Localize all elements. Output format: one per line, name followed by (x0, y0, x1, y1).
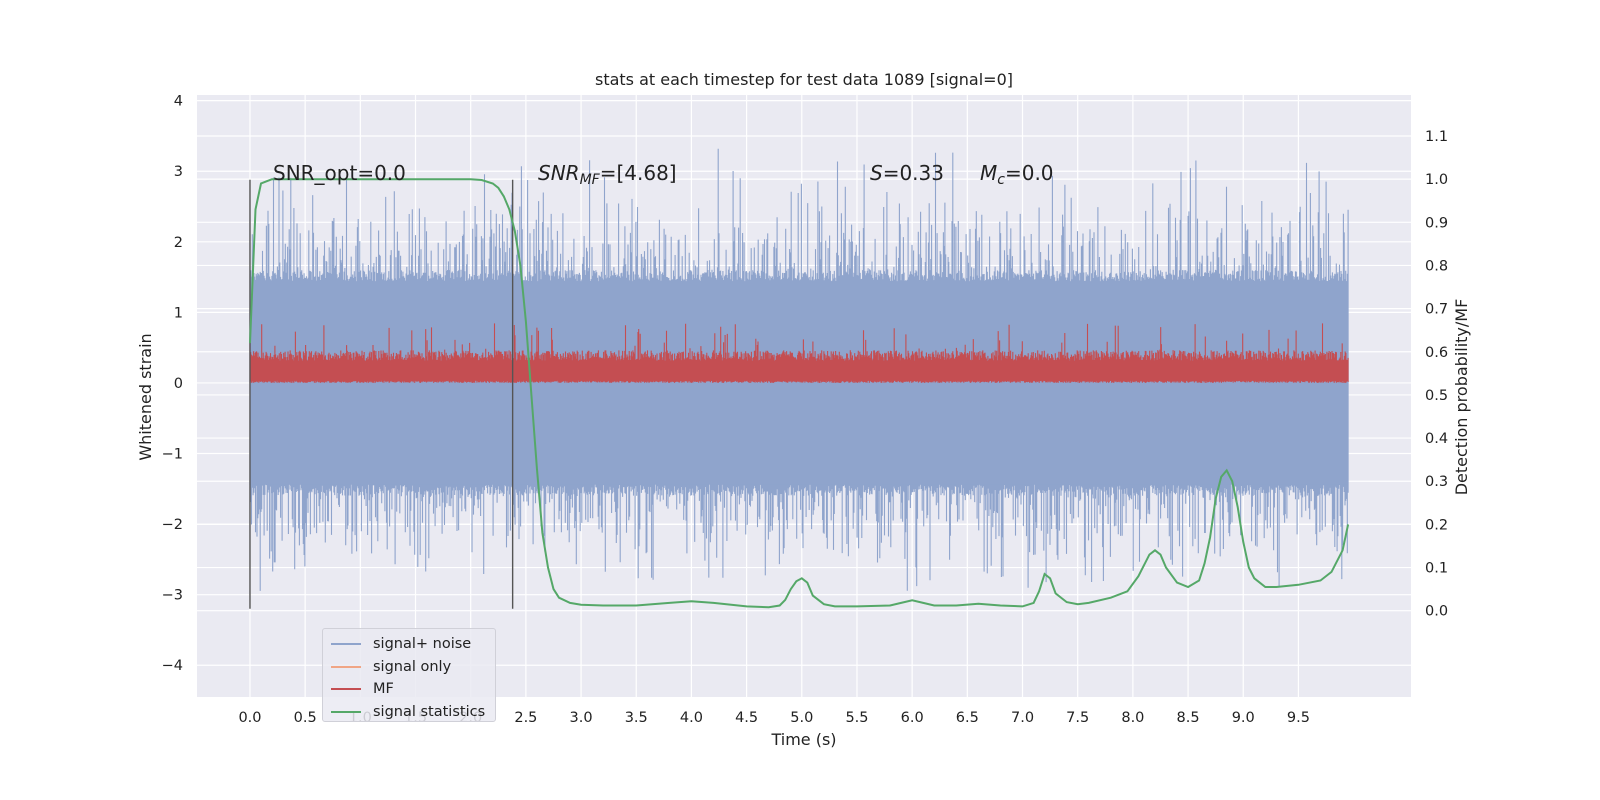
annotation-mc-sub: c (997, 172, 1005, 188)
annotation-mc-base: M (980, 161, 997, 185)
signal-statistics-line (249, 178, 1350, 609)
annotation-snr-mf-base: SNR (538, 161, 580, 185)
legend-label-mf: MF (373, 681, 394, 698)
x-tick-label: 9.0 (1232, 710, 1255, 726)
x-axis-label: Time (s) (770, 730, 836, 749)
y-tick-label-right: 0.4 (1425, 431, 1448, 447)
legend-label-signal-noise: signal+ noise (373, 636, 472, 653)
y-tick-label-right: 0.7 (1425, 302, 1448, 318)
y-tick-label-right: 0.0 (1425, 604, 1448, 620)
x-tick-label: 0.5 (294, 710, 317, 726)
x-tick-label: 7.0 (1011, 710, 1034, 726)
legend-item-mf: MF (331, 678, 495, 701)
legend-item-signal-only: signal only (331, 656, 495, 679)
y-tick-label-right: 1.0 (1425, 172, 1448, 188)
legend-label-signal-only: signal only (373, 658, 452, 675)
annotation-snr-mf: SNRMF=[4.68] (538, 161, 677, 188)
legend-item-signal-noise: signal+ noise (331, 633, 495, 656)
y-tick-label-right: 0.1 (1425, 561, 1448, 577)
x-tick-label: 4.0 (680, 710, 703, 726)
y-tick-label: −3 (162, 588, 183, 604)
legend-swatch-signal-statistics (331, 710, 361, 713)
annotation-mc: Mc=0.0 (980, 161, 1054, 188)
y-tick-label-right: 0.6 (1425, 345, 1448, 361)
y-tick-label: 3 (174, 164, 183, 180)
annotation-s: S=0.33 (870, 161, 944, 185)
x-tick-label: 6.0 (901, 710, 924, 726)
x-tick-label: 8.5 (1177, 710, 1200, 726)
annotation-snr-opt: SNR_opt=0.0 (273, 161, 406, 185)
signal-noise-core (249, 281, 1349, 485)
x-tick-label: 6.5 (956, 710, 979, 726)
series-signal-noise (249, 148, 1349, 591)
x-tick-label: 0.0 (238, 710, 261, 726)
series-signal-statistics (249, 178, 1350, 609)
x-tick-label: 7.5 (1066, 710, 1089, 726)
y-tick-label: −1 (162, 447, 183, 463)
y-tick-label-right: 0.5 (1425, 388, 1448, 404)
x-tick-label: 8.0 (1121, 710, 1144, 726)
annotation-snr-mf-sub: MF (580, 172, 601, 188)
x-tick-label: 4.5 (735, 710, 758, 726)
x-tick-label: 3.5 (625, 710, 648, 726)
y-axis-label: Whitened strain (136, 333, 155, 460)
y-tick-label: 1 (174, 305, 183, 321)
tick-labels: 0.00.51.01.52.02.53.03.54.04.55.05.56.06… (162, 94, 1448, 726)
y-tick-label-right: 0.3 (1425, 474, 1448, 490)
y-tick-label: −4 (162, 658, 183, 674)
x-tick-label: 5.5 (845, 710, 868, 726)
y-tick-label: 0 (174, 376, 183, 392)
x-tick-label: 2.5 (514, 710, 537, 726)
legend-swatch-signal-noise (331, 643, 361, 646)
y-tick-label: −2 (162, 517, 183, 533)
legend-item-signal-statistics: signal statistics (331, 701, 495, 724)
vertical-markers (249, 179, 514, 609)
annotation-s-value: =0.33 (883, 161, 944, 185)
y-tick-label: 2 (174, 235, 183, 251)
x-tick-label: 3.0 (570, 710, 593, 726)
legend-swatch-mf (331, 688, 361, 691)
y-tick-label-right: 0.9 (1425, 215, 1448, 231)
y-tick-label-right: 1.1 (1425, 129, 1448, 145)
y-axis-label-right: Detection probability/MF (1452, 299, 1471, 496)
annotation-snr-mf-value: =[4.68] (600, 161, 677, 185)
x-tick-label: 9.5 (1287, 710, 1310, 726)
annotation-mc-value: =0.0 (1005, 161, 1054, 185)
legend-swatch-signal-only (331, 665, 361, 668)
chart-title: stats at each timestep for test data 108… (595, 70, 1013, 89)
mf-core (249, 361, 1349, 379)
annotation-s-base: S (870, 161, 883, 185)
x-tick-label: 5.0 (790, 710, 813, 726)
series-mf (249, 323, 1349, 383)
y-tick-label-right: 0.8 (1425, 258, 1448, 274)
legend-label-signal-statistics: signal statistics (373, 703, 486, 720)
y-tick-label-right: 0.2 (1425, 517, 1448, 533)
legend: signal+ noise signal only MF signal stat… (322, 628, 496, 722)
y-tick-label: 4 (174, 94, 183, 110)
